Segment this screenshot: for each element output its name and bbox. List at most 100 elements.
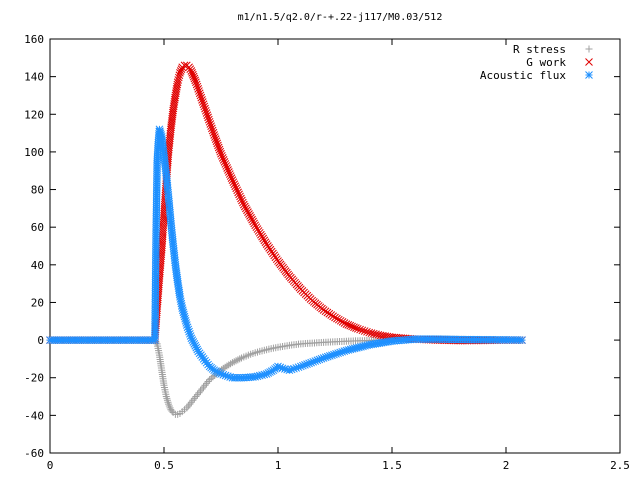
data-point xyxy=(280,365,289,373)
data-point xyxy=(223,372,232,381)
data-point xyxy=(168,407,176,415)
data-point xyxy=(224,166,232,174)
data-point xyxy=(191,341,200,350)
data-point xyxy=(211,133,219,141)
data-point xyxy=(231,182,240,191)
data-point xyxy=(209,128,218,137)
data-point xyxy=(333,314,341,323)
data-point xyxy=(175,71,184,80)
data-point xyxy=(352,344,361,352)
data-point xyxy=(250,219,259,228)
data-point xyxy=(198,95,206,104)
data-point xyxy=(201,104,209,113)
data-point xyxy=(198,385,206,393)
data-point xyxy=(200,102,209,111)
data-point xyxy=(226,373,234,381)
data-point xyxy=(239,200,248,209)
data-point xyxy=(208,124,216,133)
data-point xyxy=(323,352,332,361)
data-point xyxy=(292,364,301,372)
axes: 0 0.5 1 1.5 2 2.5 -60 -40 -20 0 20 40 60 80 100 120 140 1… xyxy=(24,33,630,472)
data-point xyxy=(232,357,240,365)
data-point xyxy=(367,329,376,337)
data-point xyxy=(217,370,225,378)
y-tick-label: 140 xyxy=(24,71,44,84)
data-point xyxy=(287,365,296,374)
data-point xyxy=(240,202,249,211)
data-point xyxy=(178,304,187,312)
data-point xyxy=(156,127,164,136)
y-tick-label: 40 xyxy=(31,259,44,272)
data-point xyxy=(330,350,338,359)
data-point xyxy=(248,215,256,224)
data-point xyxy=(212,137,221,146)
data-point xyxy=(180,310,188,319)
data-point xyxy=(334,349,342,358)
data-point xyxy=(186,400,194,408)
data-point xyxy=(180,312,189,321)
data-point xyxy=(264,369,273,377)
data-point xyxy=(260,236,269,245)
data-point xyxy=(208,126,217,135)
data-point xyxy=(207,122,215,131)
data-point xyxy=(251,221,260,230)
data-point xyxy=(332,350,340,358)
data-point xyxy=(201,381,209,389)
data-point xyxy=(192,80,201,89)
y-tick-label: -40 xyxy=(24,409,44,422)
data-point xyxy=(210,131,219,139)
data-point xyxy=(193,345,202,354)
data-point xyxy=(246,212,254,220)
data-point xyxy=(210,366,219,375)
data-point xyxy=(255,228,264,237)
data-point xyxy=(259,234,268,243)
data-point xyxy=(328,351,336,360)
data-point xyxy=(185,63,193,72)
data-point xyxy=(296,362,305,371)
data-point xyxy=(219,156,228,164)
data-point xyxy=(254,227,263,235)
data-point xyxy=(203,379,211,387)
series-r-stress xyxy=(46,335,526,418)
data-point xyxy=(267,367,276,375)
data-point xyxy=(305,359,313,368)
data-point xyxy=(195,389,203,397)
data-point xyxy=(185,329,194,338)
data-point xyxy=(233,186,242,195)
data-point xyxy=(155,125,164,134)
data-point xyxy=(213,139,222,148)
data-point xyxy=(230,358,238,366)
data-point xyxy=(227,174,236,182)
data-point xyxy=(193,82,202,91)
data-point xyxy=(221,371,230,380)
data-point xyxy=(221,363,229,371)
data-point xyxy=(356,325,364,334)
data-point xyxy=(229,178,238,187)
data-point xyxy=(196,91,205,100)
data-point xyxy=(174,73,183,82)
data-point xyxy=(258,371,266,379)
data-point xyxy=(344,346,353,354)
data-point xyxy=(353,324,362,333)
data-point xyxy=(206,120,215,128)
data-point xyxy=(518,336,526,344)
data-point xyxy=(186,65,195,73)
data-point xyxy=(181,316,190,325)
legend-marker xyxy=(585,58,593,66)
data-point xyxy=(257,230,265,239)
data-point xyxy=(336,348,345,357)
data-point xyxy=(188,336,197,344)
data-point xyxy=(163,396,171,404)
data-point xyxy=(338,318,347,326)
data-point xyxy=(204,113,212,122)
data-point xyxy=(342,346,351,355)
data-point xyxy=(252,223,261,232)
data-point xyxy=(212,367,220,375)
x-tick-label: 1 xyxy=(275,459,282,472)
data-point xyxy=(352,324,360,332)
data-point xyxy=(179,308,188,317)
data-point xyxy=(205,117,214,126)
data-point xyxy=(340,319,349,327)
data-point xyxy=(247,213,255,222)
